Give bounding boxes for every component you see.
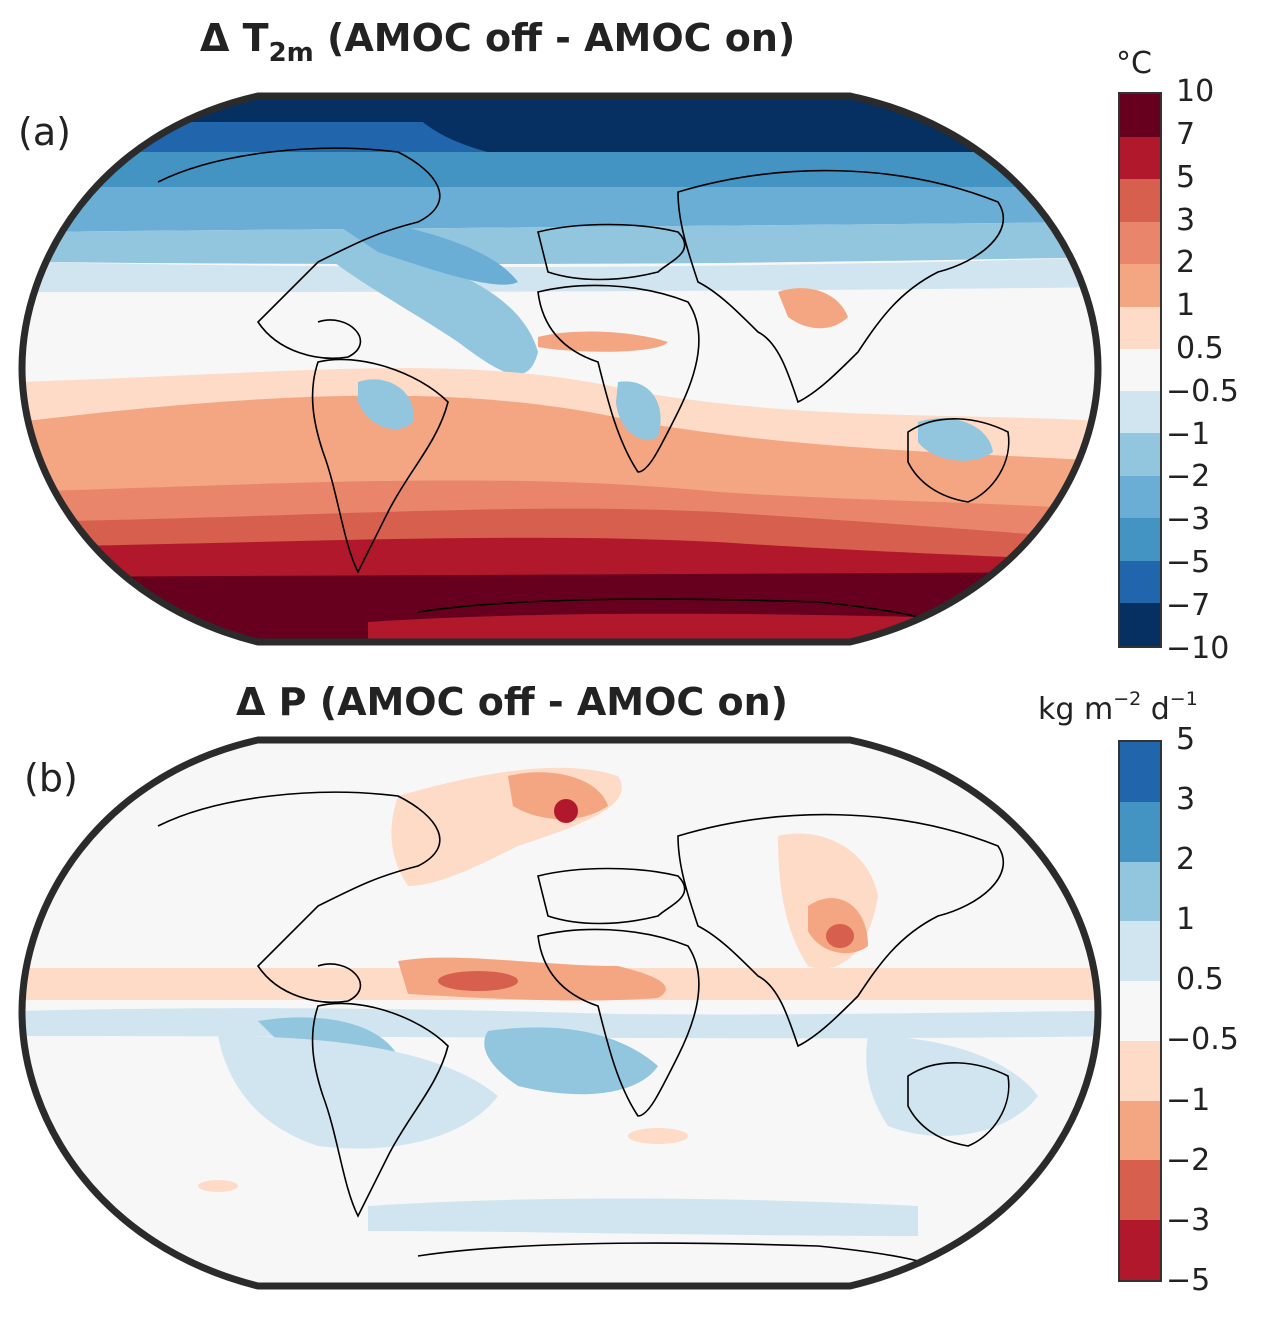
colorbar-a	[1118, 92, 1162, 648]
colorbar-a-tick: 0.5	[1176, 331, 1224, 366]
colorbar-b-segment-8	[1120, 1160, 1160, 1221]
colorbar-b-segment-1	[1120, 742, 1160, 802]
colorbar-a-tick: −0.5	[1166, 374, 1239, 409]
colorbar-a-segment-5	[1120, 264, 1160, 307]
colorbar-b-tick: 5	[1176, 722, 1196, 757]
colorbar-a-tick: 2	[1176, 245, 1196, 280]
colorbar-a-segment-12	[1120, 560, 1160, 604]
colorbar-a-tick: −5	[1166, 545, 1211, 580]
colorbar-b-segment-6	[1120, 1040, 1160, 1101]
colorbar-b-tick: 2	[1176, 842, 1196, 877]
colorbar-b-tick: −1	[1166, 1083, 1211, 1118]
colorbar-b-tick: −3	[1166, 1203, 1211, 1238]
colorbar-a-tick: −10	[1166, 631, 1230, 666]
temperature-field	[22, 96, 1098, 642]
colorbar-a-segment-2	[1120, 136, 1160, 179]
colorbar-a-segment-1	[1120, 94, 1160, 137]
colorbar-a-tick: −7	[1166, 588, 1211, 623]
colorbar-a-segment-8	[1120, 390, 1160, 434]
colorbar-b-tick: 0.5	[1176, 962, 1224, 997]
colorbar-b-segment-5	[1120, 981, 1160, 1041]
colorbar-a-tick: 10	[1176, 74, 1215, 109]
temperature-map	[18, 92, 1102, 646]
colorbar-b-segment-9	[1120, 1220, 1160, 1280]
coastlines-b	[157, 791, 1010, 1262]
colorbar-a-segment-7	[1120, 349, 1160, 392]
panel-b-label: (b)	[24, 756, 78, 800]
colorbar-b-tick: −0.5	[1166, 1022, 1239, 1057]
colorbar-a-segment-6	[1120, 306, 1160, 350]
map-a-border	[18, 92, 1102, 646]
colorbar-b-tick: −2	[1166, 1143, 1211, 1178]
colorbar-b-segment-3	[1120, 861, 1160, 922]
colorbar-a-tick: −3	[1166, 502, 1211, 537]
colorbar-b-tick: 1	[1176, 902, 1196, 937]
coastlines-a	[157, 147, 1010, 618]
colorbar-a-segment-4	[1120, 221, 1160, 264]
precipitation-map	[18, 736, 1102, 1290]
panel-b-unit: kg m−2 d−1	[1038, 688, 1198, 727]
colorbar-a-tick: 7	[1176, 117, 1196, 152]
panel-a-title: Δ T2m (AMOC off - AMOC on)	[200, 16, 796, 68]
colorbar-a-tick: 5	[1176, 160, 1196, 195]
colorbar-b	[1118, 740, 1162, 1282]
precipitation-field	[22, 740, 1098, 1286]
colorbar-a-tick: −1	[1166, 417, 1211, 452]
colorbar-a-tick: 3	[1176, 203, 1196, 238]
colorbar-a-segment-3	[1120, 179, 1160, 222]
colorbar-b-segment-4	[1120, 921, 1160, 982]
panel-a-label: (a)	[18, 110, 71, 154]
colorbar-a-segment-11	[1120, 518, 1160, 561]
colorbar-a-segment-9	[1120, 433, 1160, 476]
colorbar-a-tick: −2	[1166, 459, 1211, 494]
colorbar-b-tick: −5	[1166, 1263, 1211, 1298]
colorbar-b-segment-2	[1120, 801, 1160, 862]
colorbar-b-segment-7	[1120, 1100, 1160, 1161]
colorbar-b-tick: 3	[1176, 782, 1196, 817]
panel-a-unit: °C	[1116, 46, 1152, 81]
colorbar-a-segment-13	[1120, 603, 1160, 646]
panel-b-title: Δ P (AMOC off - AMOC on)	[236, 680, 789, 724]
colorbar-a-segment-10	[1120, 475, 1160, 519]
map-b-border	[18, 736, 1102, 1290]
colorbar-a-tick: 1	[1176, 288, 1196, 323]
